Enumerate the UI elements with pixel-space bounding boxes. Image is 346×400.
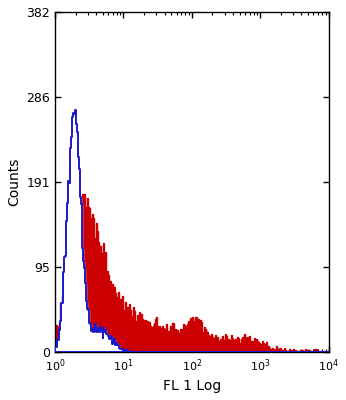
Y-axis label: Counts: Counts <box>7 158 21 206</box>
Polygon shape <box>55 194 329 352</box>
Polygon shape <box>55 110 329 352</box>
X-axis label: FL 1 Log: FL 1 Log <box>163 379 221 393</box>
